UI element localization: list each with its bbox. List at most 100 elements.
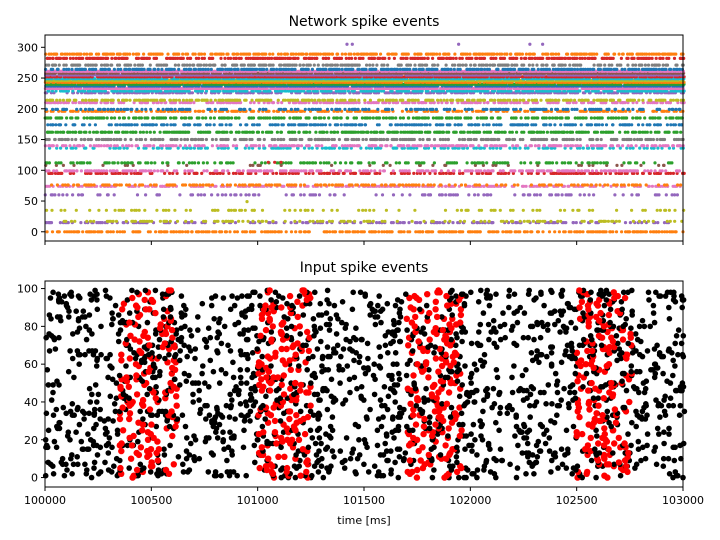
network-spike-point: [193, 144, 197, 148]
network-spike-point: [202, 144, 206, 148]
network-spike-point: [216, 219, 220, 223]
network-spike-point: [284, 230, 288, 234]
network-spike-point: [143, 208, 147, 212]
network-spike-point: [148, 130, 152, 134]
network-spike-point: [443, 208, 448, 212]
network-spike-point: [597, 123, 601, 127]
network-spike-point: [185, 98, 189, 102]
network-spike-point: [68, 144, 72, 148]
network-spike-point: [626, 130, 630, 134]
network-spike-point: [79, 221, 83, 225]
network-spike-point: [503, 98, 507, 102]
network-spike-point: [614, 171, 618, 175]
network-spike-point: [299, 169, 303, 173]
network-spike-point: [71, 193, 75, 197]
network-spike-point: [204, 219, 208, 223]
network-spike-point: [477, 183, 481, 187]
network-spike-point: [247, 146, 251, 150]
network-spike-point: [126, 107, 130, 111]
network-spike-point: [68, 98, 72, 102]
network-spike-point: [241, 219, 245, 223]
network-spike-point: [181, 161, 185, 165]
top-chart-title: Network spike events: [289, 14, 440, 30]
network-spike-point: [657, 163, 661, 167]
network-spike-point: [391, 193, 396, 197]
network-spike-point: [653, 116, 657, 120]
network-spike-point: [321, 123, 325, 127]
network-spike-point: [619, 183, 624, 187]
network-spike-point: [592, 171, 596, 175]
network-spike-point: [53, 171, 58, 175]
network-spike-point: [289, 107, 293, 111]
network-spike-point: [418, 137, 422, 142]
network-spike-point: [95, 98, 99, 102]
network-spike-point: [333, 130, 337, 134]
network-spike-point: [641, 230, 645, 234]
network-spike-point: [213, 161, 217, 165]
network-spike-point: [518, 146, 522, 150]
network-spike-point: [329, 130, 333, 134]
network-spike-point: [675, 193, 680, 197]
network-spike-point: [224, 193, 228, 197]
network-spike-point: [205, 161, 209, 165]
network-spike-point: [85, 219, 89, 223]
network-spike-point: [382, 230, 386, 234]
network-spike-point: [97, 169, 101, 173]
network-spike-point: [678, 144, 682, 148]
network-spike-point: [294, 230, 298, 234]
network-spike-point: [107, 183, 111, 187]
network-spike-point: [168, 98, 172, 102]
network-spike-point: [304, 171, 308, 175]
network-spike-point: [262, 137, 266, 142]
network-spike-point: [150, 171, 154, 175]
network-spike-point: [45, 169, 49, 173]
network-spike-point: [631, 183, 635, 187]
network-spike-point: [209, 116, 213, 120]
network-spike-point: [459, 208, 464, 212]
network-spike-point: [337, 171, 341, 175]
network-spike-point: [342, 193, 346, 197]
network-spike-point: [319, 116, 323, 120]
network-spike-point: [173, 183, 177, 187]
network-spike-point: [477, 208, 481, 212]
network-spike-point: [193, 109, 197, 113]
network-spike-point: [635, 183, 639, 187]
network-spike-point: [302, 146, 307, 150]
network-spike-point: [130, 169, 134, 173]
network-spike-point: [192, 101, 196, 105]
network-spike-point: [112, 107, 116, 111]
network-spike-point: [485, 161, 489, 165]
network-spike-point: [139, 171, 143, 175]
network-spike-point: [117, 130, 121, 134]
network-spike-point: [653, 161, 657, 165]
network-spike-point: [434, 169, 438, 173]
network-spike-point: [519, 116, 523, 120]
network-spike-point: [271, 101, 276, 105]
network-spike-point: [620, 171, 624, 175]
network-spike-point: [328, 230, 332, 234]
network-spike-point: [420, 130, 424, 134]
network-spike-point: [671, 107, 675, 111]
network-spike-point: [95, 184, 99, 188]
network-spike-point: [557, 183, 561, 187]
network-spike-point: [648, 171, 652, 175]
network-spike-point: [215, 171, 220, 175]
network-spike-point: [354, 116, 358, 120]
network-spike-point: [183, 144, 187, 148]
network-spike-point: [428, 130, 432, 134]
network-spike-point: [426, 183, 430, 187]
network-spike-point: [409, 107, 413, 111]
network-spike-point: [386, 137, 390, 142]
network-spike-point: [91, 107, 95, 111]
network-spike-point: [604, 98, 609, 102]
network-spike-point: [130, 161, 134, 165]
network-spike-point: [140, 107, 144, 111]
network-spike-point: [448, 123, 452, 127]
network-spike-point: [334, 183, 339, 187]
network-spike-point: [673, 193, 677, 197]
network-spike-point: [186, 230, 190, 234]
network-spike-point: [106, 107, 110, 111]
network-spike-point: [353, 230, 357, 234]
network-spike-point: [138, 98, 142, 102]
network-spike-point: [200, 171, 204, 175]
